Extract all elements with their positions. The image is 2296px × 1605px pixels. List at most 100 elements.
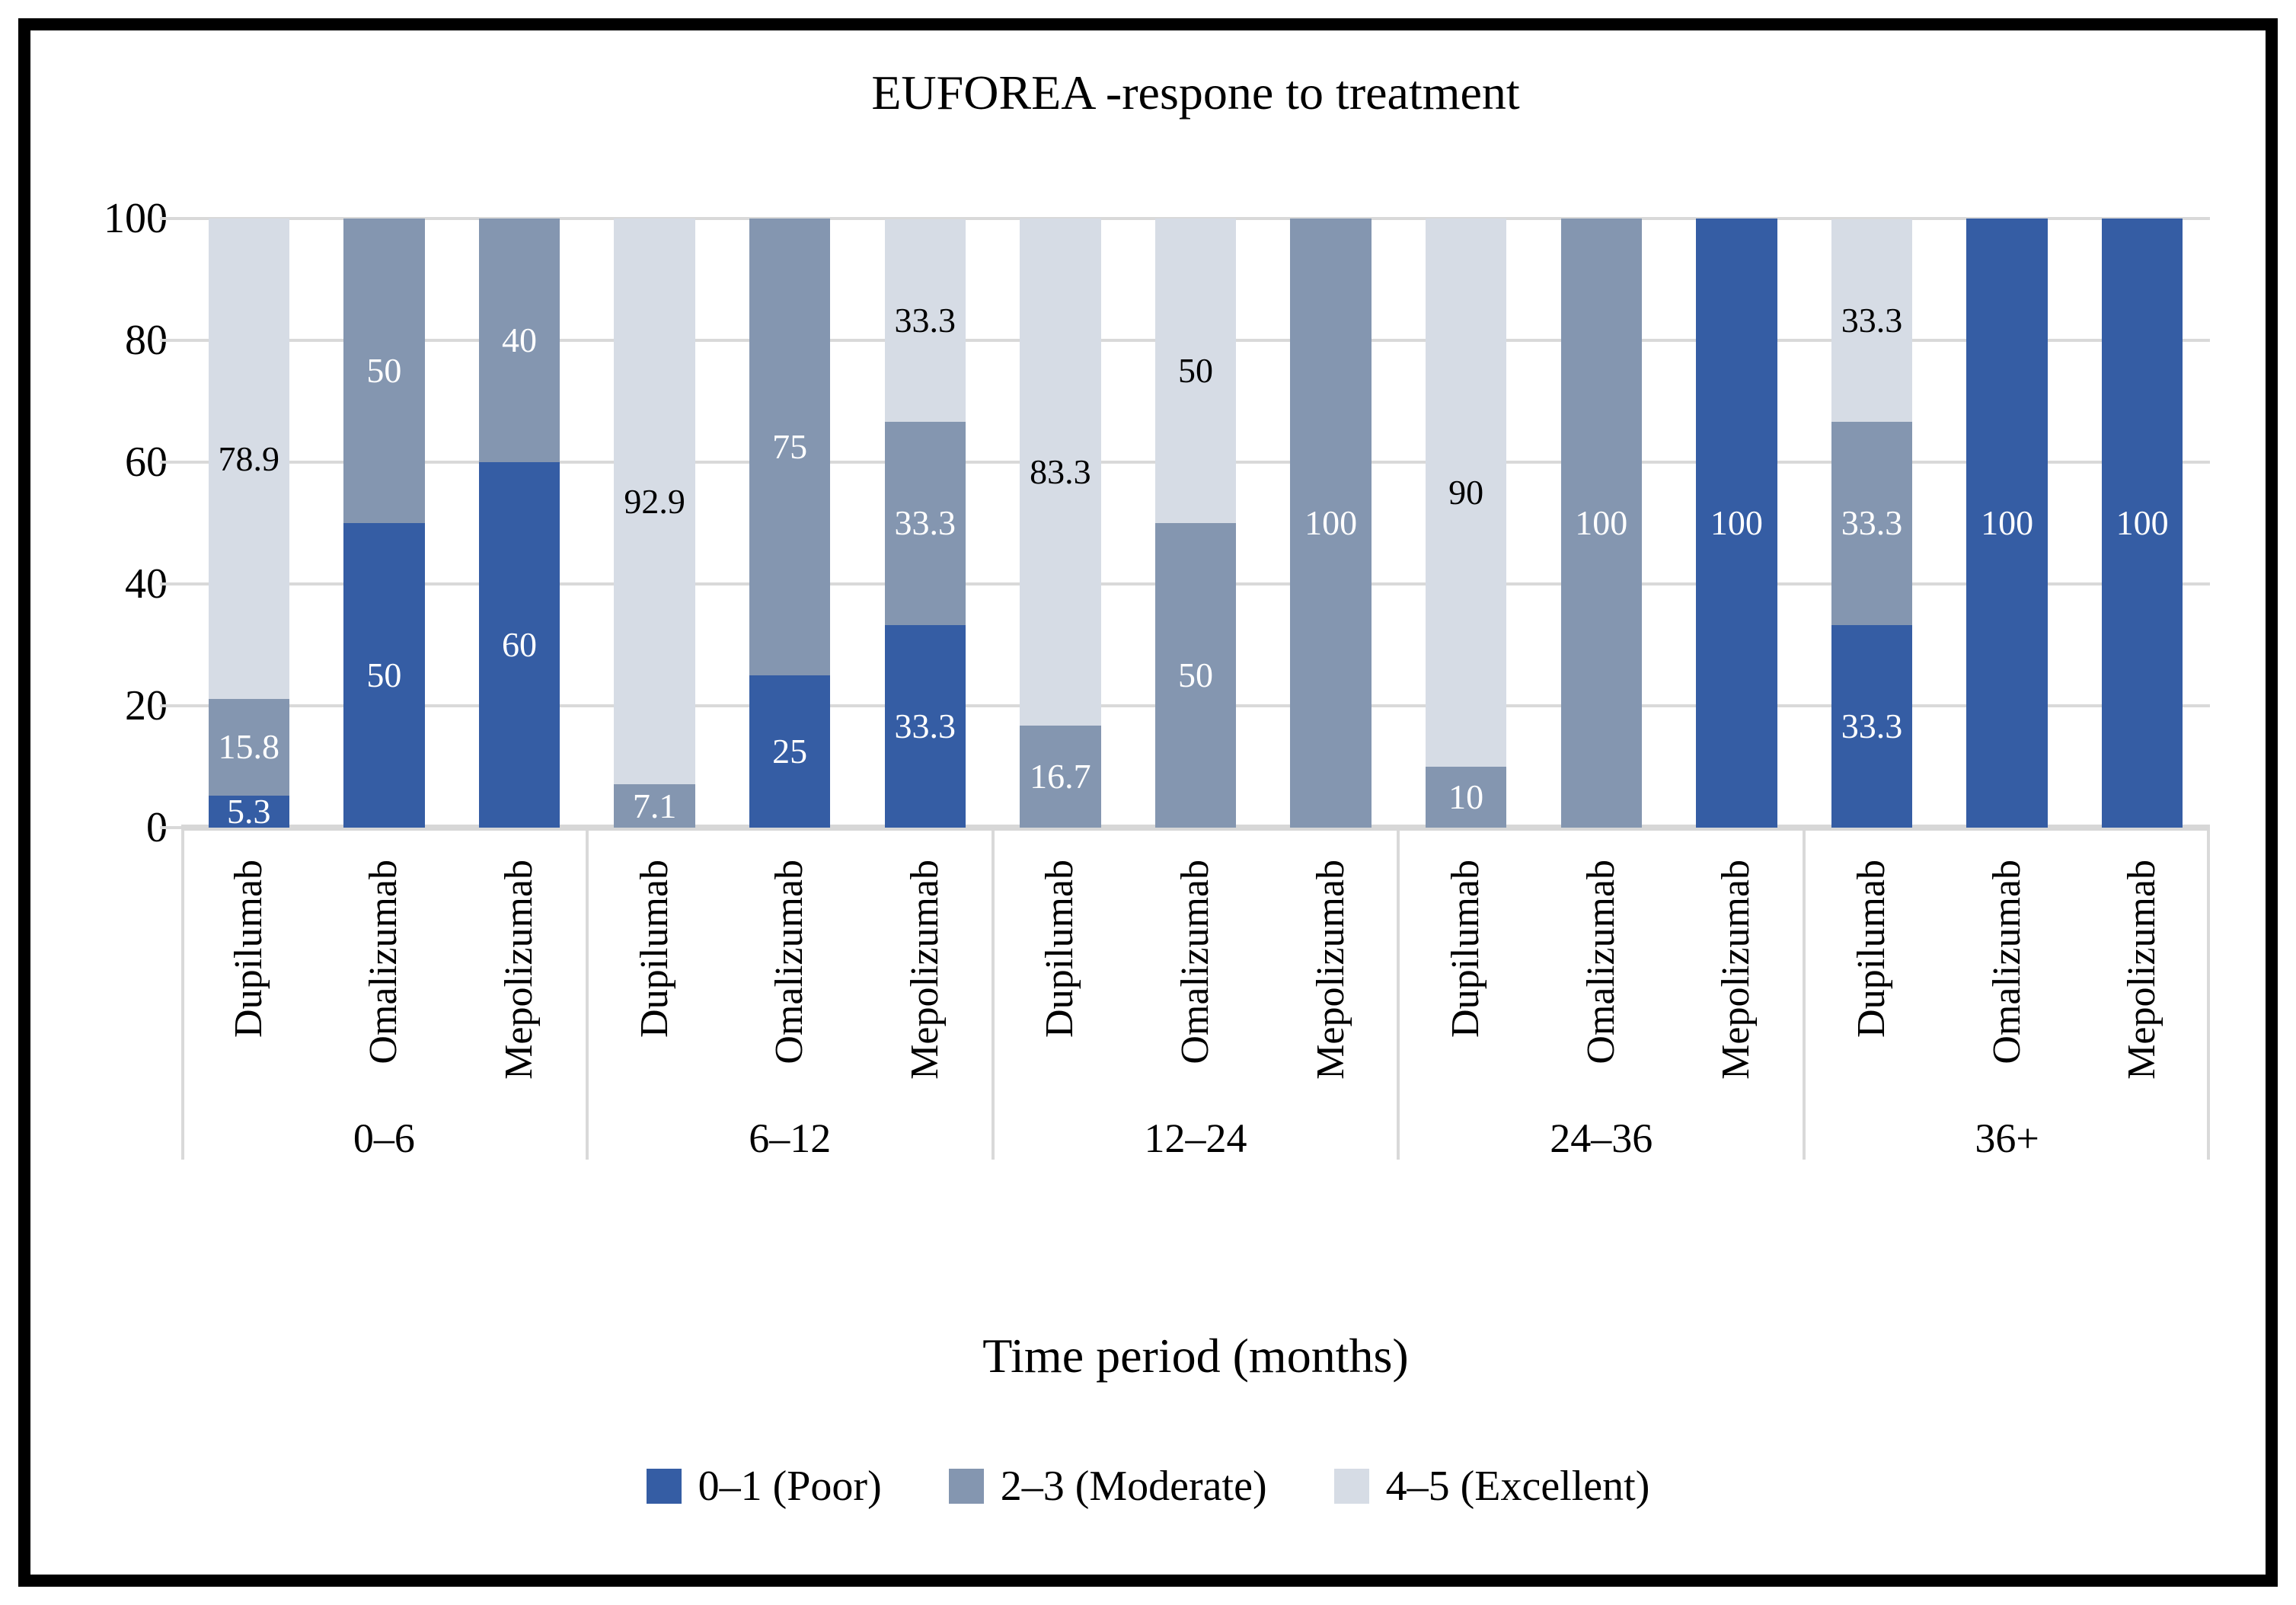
bar-segment: 5.3 (208, 791, 290, 831)
x-axis-line (181, 825, 2210, 831)
bar-slot: 50 50 (1128, 219, 1263, 828)
y-tick-label: 20 (125, 682, 168, 729)
bar-segment-label: 33.3 (894, 503, 956, 543)
bar-group: 33.3 33.3 33.3 100 100 (1804, 219, 2210, 828)
bar-group: 83.3 16.7 50 50 100 (993, 219, 1399, 828)
bar-segment-label: 25 (772, 732, 808, 771)
bar: 50 50 (1154, 219, 1237, 828)
bar-slot: 50 50 (317, 219, 452, 828)
bar-segment-label: 78.9 (218, 439, 280, 478)
bar-segment: 7.1 (614, 784, 695, 828)
bar-slot: 75 25 (722, 219, 857, 828)
drug-label: Mepolizumab (902, 860, 947, 1080)
bar-segment-label: 100 (1981, 503, 2034, 542)
period-label: 0–6 (353, 1115, 415, 1161)
y-tick-mark (160, 826, 181, 829)
bar: 90 10 (1425, 219, 1507, 828)
bar-segment: 100 (1290, 219, 1372, 828)
y-tick-mark (160, 217, 181, 220)
category-divider (991, 831, 995, 1160)
y-tick-mark (160, 461, 181, 464)
bar-segment: 25 (749, 675, 831, 828)
bar-slot: 33.3 33.3 33.3 (1804, 219, 1940, 828)
bar: 100 (1290, 219, 1372, 828)
bar: 83.3 16.7 (1020, 219, 1101, 828)
bar-segment-label: 100 (1304, 503, 1358, 542)
bar-segment: 10 (1425, 767, 1507, 828)
legend: 0–1 (Poor) 2–3 (Moderate) 4–5 (Excellent) (0, 1463, 2296, 1509)
bar: 33.3 33.3 33.3 (1831, 219, 1913, 828)
bar-segment-label: 33.3 (1841, 503, 1903, 543)
legend-swatch-icon (948, 1469, 984, 1504)
bar-slot: 100 (1263, 219, 1399, 828)
bar-segment: 50 (1154, 523, 1237, 828)
bar-segment: 92.9 (614, 219, 695, 785)
bar: 78.9 15.8 5.3 (208, 219, 290, 831)
bar-segment-label: 50 (1177, 656, 1213, 694)
drug-label: Dupilumab (226, 860, 270, 1038)
drug-label: Mepolizumab (1308, 860, 1352, 1080)
bar: 40 60 (478, 219, 560, 828)
period-label: 12–24 (1144, 1115, 1247, 1161)
bar-slot: 100 (1534, 219, 1669, 828)
bar-segment-label: 92.9 (624, 481, 685, 521)
drug-label: Omalizumab (1985, 860, 2029, 1064)
bar: 100 (1696, 219, 1777, 828)
bar-segment-label: 33.3 (1841, 706, 1903, 745)
bar-segment-label: 50 (366, 351, 402, 390)
bars-layer: 78.9 15.8 5.3 50 50 40 60 92.9 7.1 75 25 33.3 33.3 33… (181, 219, 2210, 828)
bar-segment: 100 (1560, 219, 1643, 828)
bar-segment-label: 15.8 (218, 727, 280, 767)
bar: 100 (1560, 219, 1643, 828)
bar-slot: 100 (1940, 219, 2075, 828)
bar-group: 78.9 15.8 5.3 50 50 40 60 (181, 219, 587, 828)
bar-slot: 40 60 (452, 219, 587, 828)
period-label: 24–36 (1550, 1115, 1653, 1161)
drug-label: Omalizumab (362, 860, 406, 1064)
bar-slot: 78.9 15.8 5.3 (181, 219, 317, 828)
figure-border (18, 18, 2278, 1587)
drug-label: Dupilumab (1444, 860, 1488, 1038)
period-label: 6–12 (749, 1115, 832, 1161)
bar-segment-label: 50 (366, 656, 402, 694)
period-label: 36+ (1975, 1115, 2039, 1161)
y-tick-mark (160, 339, 181, 342)
legend-item: 2–3 (Moderate) (948, 1463, 1267, 1509)
y-tick-label: 100 (104, 195, 168, 242)
category-divider (181, 831, 184, 1160)
drug-label: Omalizumab (768, 860, 812, 1064)
bar-slot: 92.9 7.1 (587, 219, 723, 828)
bar-segment-label: 5.3 (227, 791, 271, 831)
bar-segment-label: 75 (772, 427, 808, 466)
bar-segment-label: 33.3 (894, 301, 956, 340)
bar-segment-label: 60 (501, 625, 537, 664)
bar-segment: 83.3 (1020, 219, 1101, 726)
bar: 100 (2101, 219, 2183, 828)
bar-group: 92.9 7.1 75 25 33.3 33.3 33.3 (587, 219, 993, 828)
drug-label: Dupilumab (1850, 860, 1893, 1038)
bar-segment: 33.3 (884, 219, 966, 423)
bar-segment: 33.3 (1831, 422, 1913, 625)
bar-segment: 78.9 (208, 219, 290, 700)
legend-label: 4–5 (Excellent) (1385, 1463, 1650, 1510)
bar: 75 25 (749, 219, 831, 828)
bar-segment: 33.3 (1831, 624, 1913, 828)
bar-segment-label: 16.7 (1030, 757, 1091, 796)
category-divider (585, 831, 589, 1160)
drug-label: Mepolizumab (497, 860, 541, 1080)
bar-segment: 33.3 (884, 624, 966, 828)
bar-slot: 83.3 16.7 (993, 219, 1129, 828)
bar-segment: 75 (749, 219, 831, 675)
bar-segment: 50 (343, 523, 425, 828)
bar-segment: 50 (343, 219, 425, 523)
bar-slot: 33.3 33.3 33.3 (857, 219, 993, 828)
bar-segment: 50 (1154, 219, 1237, 523)
bar-segment-label: 100 (2116, 503, 2169, 542)
x-axis-title: Time period (months) (982, 1329, 1409, 1383)
bar-segment-label: 100 (1575, 503, 1628, 542)
bar-slot: 100 (2074, 219, 2210, 828)
y-tick-label: 60 (125, 439, 168, 486)
bar: 33.3 33.3 33.3 (884, 219, 966, 828)
y-tick-mark (160, 704, 181, 707)
bar-segment: 15.8 (208, 699, 290, 796)
